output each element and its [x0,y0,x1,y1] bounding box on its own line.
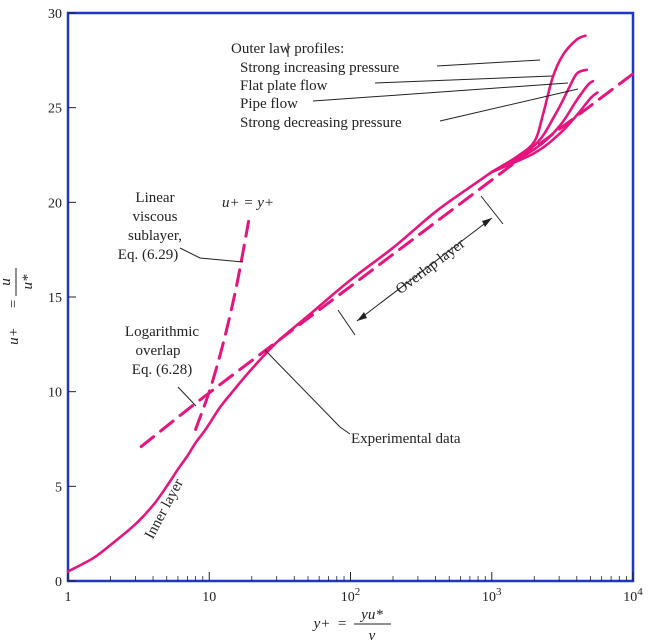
label-strong-increasing: Strong increasing pressure [240,60,399,76]
x-tick-label: 1 [65,590,72,605]
leader-pipe-flow [312,82,569,102]
overlap-bracket-right [480,195,504,225]
x-tick-base: 10 [623,590,637,605]
x-tick-label: 104 [623,586,643,605]
log-overlap-line2: overlap [136,343,181,359]
curve-pipe-flow [490,79,595,174]
y-tick-label: 20 [48,196,62,211]
curve-strong-decreasing-pressure [490,91,599,174]
y-axis-title: u+ = u u* [0,268,36,345]
experimental-data-label: Experimental data [351,431,461,447]
x-tick-label: 102 [341,586,361,605]
label-pipe-flow: Pipe flow [240,96,298,112]
y-title-num: u [0,278,14,286]
curve-flat-plate-flow [490,68,588,174]
log-overlap-line3: Eq. (6.28) [132,362,192,378]
x-axis-title: y+ = yu* ν [312,607,391,643]
linear-sublayer-line3: sublayer, [128,228,182,244]
x-tick-base: 10 [341,590,355,605]
label-flat-plate: Flat plate flow [240,78,328,94]
y-tick-label: 10 [48,386,62,401]
u-equals-y-label: u+ = y+ [222,195,274,211]
curve-experimental-data [66,170,494,573]
x-tick-label: 10 [202,590,216,605]
x-title-den: ν [369,628,376,643]
linear-sublayer-line2: viscous [133,209,178,225]
y-tick-label: 15 [48,291,62,306]
x-title-eq: = [337,616,347,632]
y-title-lhs: u+ [6,327,22,345]
leader-experimental [264,349,351,435]
log-overlap-line1: Logarithmic [125,324,199,340]
y-title-eq: = [6,299,22,309]
leader-lines [177,43,579,435]
y-title-den: u* [20,274,36,290]
y-tick-label: 25 [48,102,62,117]
y-tick-label: 5 [55,480,62,495]
linear-sublayer-line4: Eq. (6.29) [118,247,178,263]
leader-log-overlap [177,386,197,407]
x-title-lhs: y+ [312,616,331,632]
y-tick-label: 30 [48,7,62,22]
curve-logarithmic-overlap [139,72,635,449]
x-tick-base: 10 [482,590,496,605]
overlap-arrow-head-left [357,312,367,321]
overlap-bracket-left [337,309,356,336]
x-tick-exponent: 4 [637,586,643,598]
leader-strong-increasing [436,59,541,67]
x-axis-ticks: 1 10 102 103 104 [65,572,643,605]
leader-flat-plate [374,75,553,84]
overlap-arrow-head-right [482,218,492,227]
leader-strong-decreasing [439,88,579,122]
label-strong-decreasing: Strong decreasing pressure [240,115,402,131]
x-tick-exponent: 2 [355,586,361,598]
y-axis-ticks: 0 5 10 15 20 25 30 [48,7,76,590]
x-tick-exponent: 3 [496,586,502,598]
y-tick-label: 0 [55,575,62,590]
leader-linear-sublayer [179,247,244,263]
outer-law-title: Outer law profiles: [231,41,344,57]
x-tick-label: 103 [482,586,502,605]
linear-sublayer-line1: Linear [135,190,174,206]
overlap-arrow-line [356,217,493,322]
x-title-num: yu* [359,607,383,623]
